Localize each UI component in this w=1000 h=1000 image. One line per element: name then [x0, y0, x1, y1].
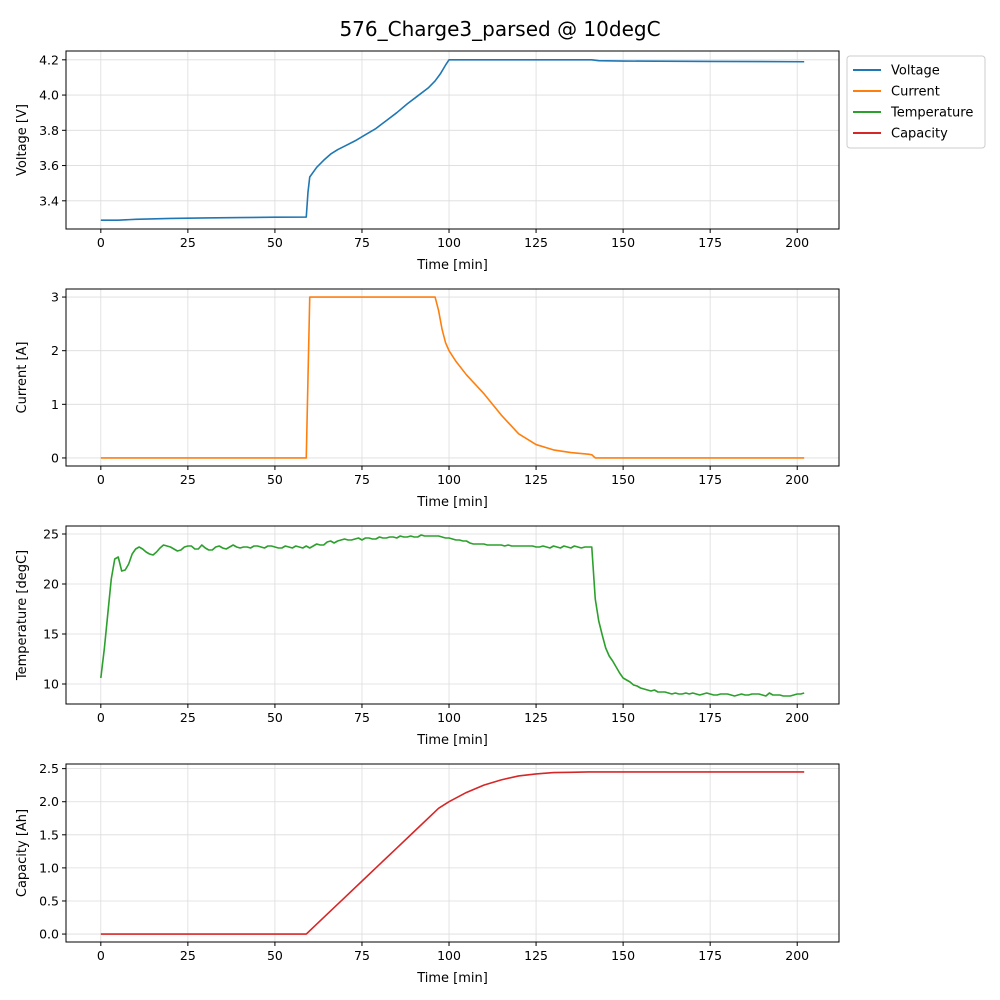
x-tick-label: 100 [437, 235, 461, 250]
x-tick-label: 125 [524, 948, 548, 963]
x-axis-label: Time [min] [416, 258, 488, 273]
x-tick-label: 0 [97, 235, 105, 250]
x-tick-label: 0 [97, 472, 105, 487]
legend-label-temperature: Temperature [890, 106, 973, 121]
y-axis-label: Current [A] [15, 342, 30, 414]
x-tick-label: 100 [437, 472, 461, 487]
x-tick-label: 50 [267, 948, 283, 963]
y-tick-label: 1 [51, 397, 59, 412]
x-tick-label: 150 [611, 710, 635, 725]
subplot-panels: 0 25 50 75 100 125 150 175 2003.43.63.84.04.2Tim… [15, 50, 840, 986]
x-tick-label: 75 [354, 710, 370, 725]
x-tick-label: 175 [698, 235, 722, 250]
x-tick-label: 50 [267, 710, 283, 725]
y-tick-label: 2.0 [39, 794, 59, 809]
x-tick-label: 100 [437, 710, 461, 725]
x-tick-label: 125 [524, 235, 548, 250]
x-axis-label: Time [min] [416, 733, 488, 748]
axes-frame [65, 525, 840, 705]
x-tick-label: 175 [698, 472, 722, 487]
x-tick-label: 150 [611, 948, 635, 963]
legend-label-capacity: Capacity [891, 127, 948, 142]
y-tick-label: 0.5 [39, 893, 59, 908]
x-tick-label: 0 [97, 948, 105, 963]
subplot-current: 0 25 50 75 100 125 150 175 200 0 1 2 3 Time [min] Curr… [15, 288, 840, 510]
x-tick-label: 200 [785, 235, 809, 250]
legend-label-voltage: Voltage [891, 64, 940, 79]
y-tick-label: 4.2 [39, 52, 59, 67]
series-line-capacity [100, 771, 805, 935]
x-tick-label: 75 [354, 948, 370, 963]
x-tick-label: 150 [611, 235, 635, 250]
x-tick-label: 175 [698, 948, 722, 963]
legend-box [846, 55, 986, 149]
x-tick-label: 200 [785, 710, 809, 725]
x-tick-label: 75 [354, 472, 370, 487]
x-tick-label: 125 [524, 472, 548, 487]
y-axis-label: Temperature [degC] [15, 550, 30, 681]
series-line-voltage [100, 59, 805, 221]
y-tick-label: 3.8 [39, 123, 59, 138]
y-tick-label: 2.5 [39, 761, 59, 776]
x-tick-label: 200 [785, 472, 809, 487]
x-tick-label: 0 [97, 710, 105, 725]
x-tick-label: 100 [437, 948, 461, 963]
x-tick-label: 75 [354, 235, 370, 250]
x-tick-label: 25 [180, 472, 196, 487]
x-tick-label: 200 [785, 948, 809, 963]
y-tick-label: 1.5 [39, 827, 59, 842]
x-axis-label: Time [min] [416, 495, 488, 510]
y-tick-label: 0 [51, 450, 59, 465]
y-tick-label: 0.0 [39, 927, 59, 942]
y-tick-label: 1.0 [39, 860, 59, 875]
x-tick-label: 50 [267, 472, 283, 487]
y-tick-label: 2 [51, 343, 59, 358]
legend: Voltage Current Temperature Capacity [846, 55, 986, 149]
subplot-capacity: 0 25 50 75 100 125 150 175 200 0.0 0.5 1.0 1.5 2.0 2.5… [15, 761, 840, 986]
x-tick-label: 25 [180, 948, 196, 963]
y-tick-label: 3.4 [39, 193, 59, 208]
axes-frame [65, 288, 840, 467]
series-line-current [100, 296, 805, 459]
subplot-voltage: 0 25 50 75 100 125 150 175 200 3.4 3.6 3.8 4.0 4.2 Tim… [15, 50, 840, 273]
x-tick-label: 125 [524, 710, 548, 725]
y-tick-label: 20 [43, 577, 59, 592]
y-axis-label: Voltage [V] [15, 104, 30, 176]
y-tick-label: 3 [51, 290, 59, 305]
legend-label-current: Current [891, 85, 940, 100]
y-tick-label: 15 [43, 627, 59, 642]
subplot-temperature: 0 25 50 75 100 125 150 175 200 10 15 20 25 Time [min]… [15, 525, 840, 748]
x-tick-label: 50 [267, 235, 283, 250]
axes-frame [65, 50, 840, 230]
x-tick-label: 25 [180, 235, 196, 250]
series-line-temperature [100, 534, 805, 697]
chart-title: 576_Charge3_parsed @ 10degC [339, 17, 660, 41]
y-axis-label: Capacity [Ah] [15, 809, 30, 897]
x-tick-label: 175 [698, 710, 722, 725]
x-axis-label: Time [min] [416, 971, 488, 986]
y-tick-label: 25 [43, 527, 59, 542]
x-tick-label: 25 [180, 710, 196, 725]
y-tick-label: 10 [43, 677, 59, 692]
y-tick-label: 3.6 [39, 158, 59, 173]
axes-frame [65, 763, 840, 943]
x-tick-label: 150 [611, 472, 635, 487]
y-tick-label: 4.0 [39, 88, 59, 103]
